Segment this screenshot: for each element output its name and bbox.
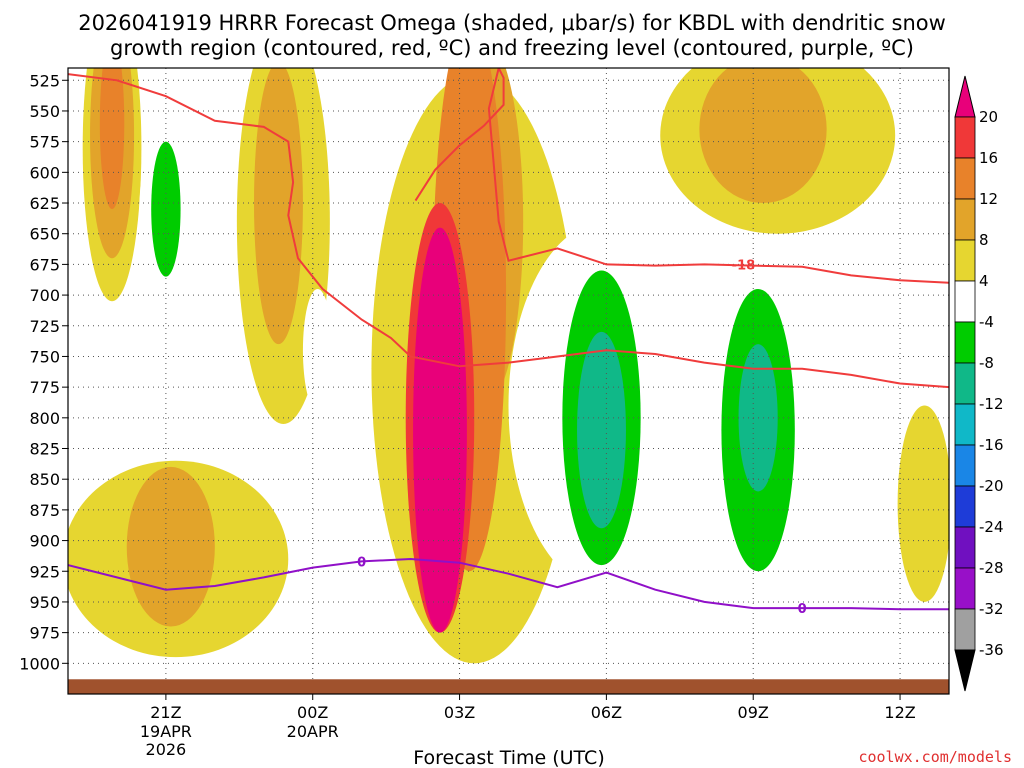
- plot-area: -18 0 0: [68, 68, 949, 694]
- omega-region-7: [302, 288, 333, 412]
- colorbar-swatch-9: [954, 485, 976, 528]
- omega-region-23: [699, 68, 827, 203]
- dgz-contour-lower: [414, 68, 949, 284]
- colorbar-label-11: -28: [979, 559, 1004, 577]
- freezing-level-contour: [68, 557, 949, 611]
- colorbar-swatch-2: [954, 198, 976, 241]
- y-tick-label-675: 675: [29, 255, 60, 274]
- freezing-label-1: 0: [357, 555, 366, 570]
- y-tick-label-975: 975: [29, 624, 60, 643]
- y-tick-label-825: 825: [29, 440, 60, 459]
- omega-region-2: [99, 68, 125, 210]
- y-tick-label-950: 950: [29, 593, 60, 612]
- dgz-label: -18: [732, 258, 756, 273]
- y-tick-label-725: 725: [29, 317, 60, 336]
- x-tick-label-06Z: 06Z: [591, 703, 622, 722]
- omega-region-4: [151, 141, 181, 277]
- colorbar-swatch-0: [954, 116, 976, 159]
- colorbar-label-6: -8: [979, 354, 994, 372]
- y-tick-label-850: 850: [29, 470, 60, 489]
- y-tick-label-925: 925: [29, 562, 60, 581]
- omega-region-14: [126, 466, 215, 627]
- colorbar-top-arrow: [954, 75, 976, 118]
- y-tick-label-800: 800: [29, 409, 60, 428]
- colorbar-label-2: 12: [979, 190, 998, 208]
- colorbar-swatch-5: [954, 321, 976, 364]
- chart-title-line1: 2026041919 HRRR Forecast Omega (shaded, …: [78, 11, 946, 35]
- omega-region-24: [897, 405, 949, 602]
- colorbar-label-9: -20: [979, 477, 1004, 495]
- omega-region-6: [253, 68, 303, 345]
- y-tick-label-600: 600: [29, 163, 60, 182]
- colorbar-label-0: 20: [979, 108, 998, 126]
- x-tick-year-21Z: 2026: [146, 740, 187, 759]
- colorbar-swatch-3: [954, 239, 976, 282]
- colorbar-swatch-7: [954, 403, 976, 446]
- x-tick-label-03Z: 03Z: [444, 703, 475, 722]
- colorbar-swatch-1: [954, 157, 976, 200]
- omega-shading: [68, 68, 949, 664]
- y-tick-label-625: 625: [29, 194, 60, 213]
- colorbar-swatch-10: [954, 526, 976, 569]
- x-tick-label-00Z: 00Z: [297, 703, 328, 722]
- x-tick-label-12Z: 12Z: [884, 703, 915, 722]
- colorbar-swatch-4: [954, 280, 976, 323]
- y-tick-label-575: 575: [29, 133, 60, 152]
- omega-region-12: [413, 227, 467, 633]
- y-tick-label-875: 875: [29, 501, 60, 520]
- omega-region-17: [577, 331, 626, 529]
- y-tick-label-650: 650: [29, 225, 60, 244]
- y-tick-label-900: 900: [29, 532, 60, 551]
- x-tick-label-09Z: 09Z: [738, 703, 769, 722]
- colorbar-label-3: 8: [979, 231, 989, 249]
- plot-frame: [67, 67, 950, 695]
- colorbar-swatch-6: [954, 362, 976, 405]
- dgz-contour-upper: [68, 73, 949, 389]
- colorbar-label-12: -32: [979, 600, 1004, 618]
- y-tick-label-750: 750: [29, 347, 60, 366]
- y-tick-label-700: 700: [29, 286, 60, 305]
- colorbar-bottom-arrow: [954, 649, 976, 692]
- colorbar-swatch-11: [954, 567, 976, 610]
- contour-lines: -18 0 0: [68, 68, 949, 617]
- y-axis: 525 550 575 600 625 650 675 700 725 750 775 800 825 8…: [19, 71, 68, 673]
- colorbar-label-7: -12: [979, 395, 1004, 413]
- y-tick-label-1000: 1000: [19, 654, 60, 673]
- freezing-label-2: 0: [798, 602, 807, 617]
- colorbar-label-8: -16: [979, 436, 1004, 454]
- x-tick-date-21Z: 19APR: [140, 722, 192, 741]
- colorbar-label-10: -24: [979, 518, 1004, 536]
- credit-text: coolwx.com/models: [858, 748, 1012, 766]
- y-tick-label-775: 775: [29, 378, 60, 397]
- colorbar-swatch-12: [954, 608, 976, 651]
- colorbar-label-13: -36: [979, 641, 1004, 659]
- ground-band: [68, 679, 949, 694]
- x-axis-label: Forecast Time (UTC): [413, 747, 604, 768]
- colorbar-label-4: 4: [979, 272, 989, 290]
- y-tick-label-525: 525: [29, 71, 60, 90]
- y-tick-label-550: 550: [29, 102, 60, 121]
- grid-lines: [68, 68, 949, 694]
- colorbar-label-1: 16: [979, 149, 998, 167]
- colorbar-swatch-8: [954, 444, 976, 487]
- x-tick-date-00Z: 20APR: [287, 722, 339, 741]
- x-tick-label-21Z: 21Z: [150, 703, 181, 722]
- chart-title-line2: growth region (contoured, red, ºC) and f…: [110, 36, 914, 60]
- colorbar: 20 16 12 8 4 -4 -8 -12 -16 -20 -24 -28 -32 -36: [954, 75, 1004, 692]
- colorbar-label-5: -4: [979, 313, 994, 331]
